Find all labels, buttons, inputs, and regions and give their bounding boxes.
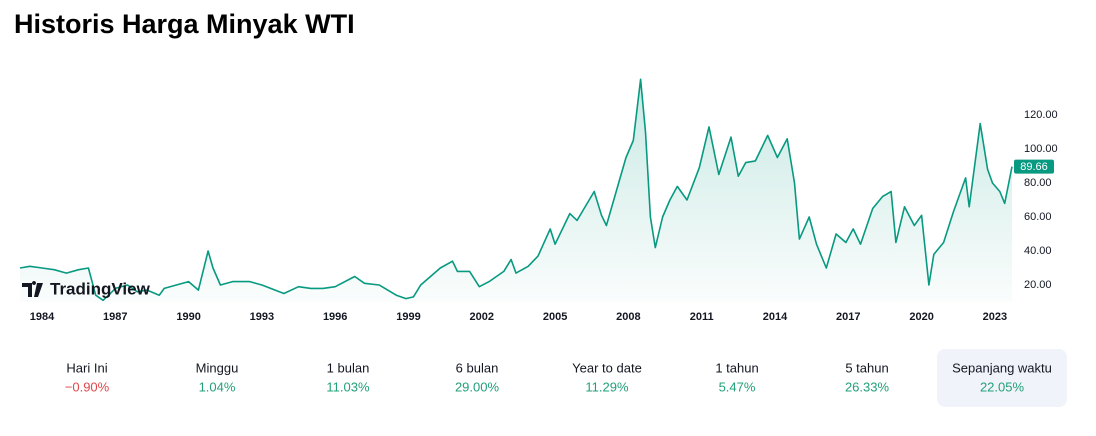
x-tick-label: 1999 xyxy=(396,311,420,323)
x-tick-label: 1990 xyxy=(176,311,200,323)
x-tick-label: 1984 xyxy=(30,311,55,323)
x-tick-label: 2017 xyxy=(836,311,860,323)
y-tick-label: 60.00 xyxy=(1024,211,1052,223)
x-tick-label: 2011 xyxy=(690,311,714,323)
y-tick-label: 100.00 xyxy=(1024,143,1058,155)
period-change: 22.05% xyxy=(980,379,1025,394)
x-tick-label: 2020 xyxy=(909,311,933,323)
period-label: Minggu xyxy=(196,360,239,375)
last-value-badge xyxy=(1014,159,1054,174)
period-label: Hari Ini xyxy=(66,360,107,375)
selected-period xyxy=(937,349,1067,407)
watermark-text: TradingView xyxy=(50,279,151,298)
period-change: 26.33% xyxy=(845,379,890,394)
period-change: 5.47% xyxy=(719,379,756,394)
x-tick-label: 2002 xyxy=(470,311,494,323)
watermark-logo xyxy=(22,281,43,297)
x-tick-label: 2005 xyxy=(543,311,567,323)
x-tick-label: 1993 xyxy=(250,311,274,323)
period-label: 1 tahun xyxy=(715,360,758,375)
x-tick-label: 1987 xyxy=(103,311,127,323)
period-label: 6 bulan xyxy=(456,360,499,375)
x-tick-label: 2023 xyxy=(983,311,1007,323)
y-tick-label: 40.00 xyxy=(1024,245,1052,257)
chart-title: Historis Harga Minyak WTI xyxy=(14,9,355,39)
period-change: 29.00% xyxy=(455,379,500,394)
last-value-label: 89.66 xyxy=(1020,161,1048,173)
period-change: 11.03% xyxy=(326,379,370,394)
x-tick-label: 2014 xyxy=(763,311,788,323)
price-line xyxy=(19,78,1013,302)
period-label: 5 tahun xyxy=(845,360,888,375)
x-tick-label: 2008 xyxy=(616,311,640,323)
watermark: TradingView xyxy=(22,279,151,298)
y-tick-label: 20.00 xyxy=(1024,279,1052,291)
area xyxy=(20,79,1012,302)
y-tick-label: 120.00 xyxy=(1024,109,1058,121)
period-label: 1 bulan xyxy=(327,360,370,375)
period-change: −0.90% xyxy=(65,379,110,394)
period-label: Sepanjang waktu xyxy=(952,360,1052,375)
period-label: Year to date xyxy=(572,360,642,375)
period-change: 11.29% xyxy=(585,379,629,394)
x-tick-label: 1996 xyxy=(323,311,347,323)
period-change: 1.04% xyxy=(199,379,236,394)
y-tick-label: 80.00 xyxy=(1024,177,1052,189)
